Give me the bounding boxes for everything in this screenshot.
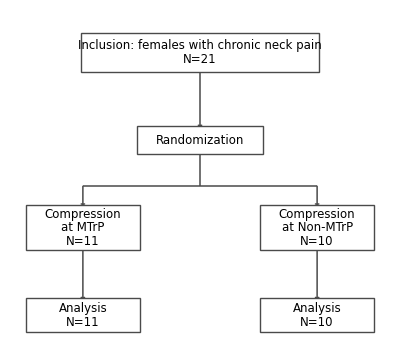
FancyBboxPatch shape — [26, 205, 140, 251]
FancyBboxPatch shape — [81, 33, 319, 72]
FancyBboxPatch shape — [26, 298, 140, 332]
Text: Compression: Compression — [44, 208, 121, 221]
Text: Analysis: Analysis — [293, 302, 342, 315]
Text: Analysis: Analysis — [58, 302, 107, 315]
Text: N=11: N=11 — [66, 316, 100, 329]
Text: N=10: N=10 — [300, 316, 334, 329]
Text: Randomization: Randomization — [156, 134, 244, 147]
Text: at Non-MTrP: at Non-MTrP — [282, 221, 353, 234]
Text: Compression: Compression — [279, 208, 356, 221]
Text: N=21: N=21 — [183, 53, 217, 66]
FancyBboxPatch shape — [260, 298, 374, 332]
Text: at MTrP: at MTrP — [61, 221, 104, 234]
FancyBboxPatch shape — [137, 126, 263, 154]
Text: N=10: N=10 — [300, 235, 334, 248]
FancyBboxPatch shape — [260, 205, 374, 251]
Text: N=11: N=11 — [66, 235, 100, 248]
Text: Inclusion: females with chronic neck pain: Inclusion: females with chronic neck pai… — [78, 39, 322, 52]
